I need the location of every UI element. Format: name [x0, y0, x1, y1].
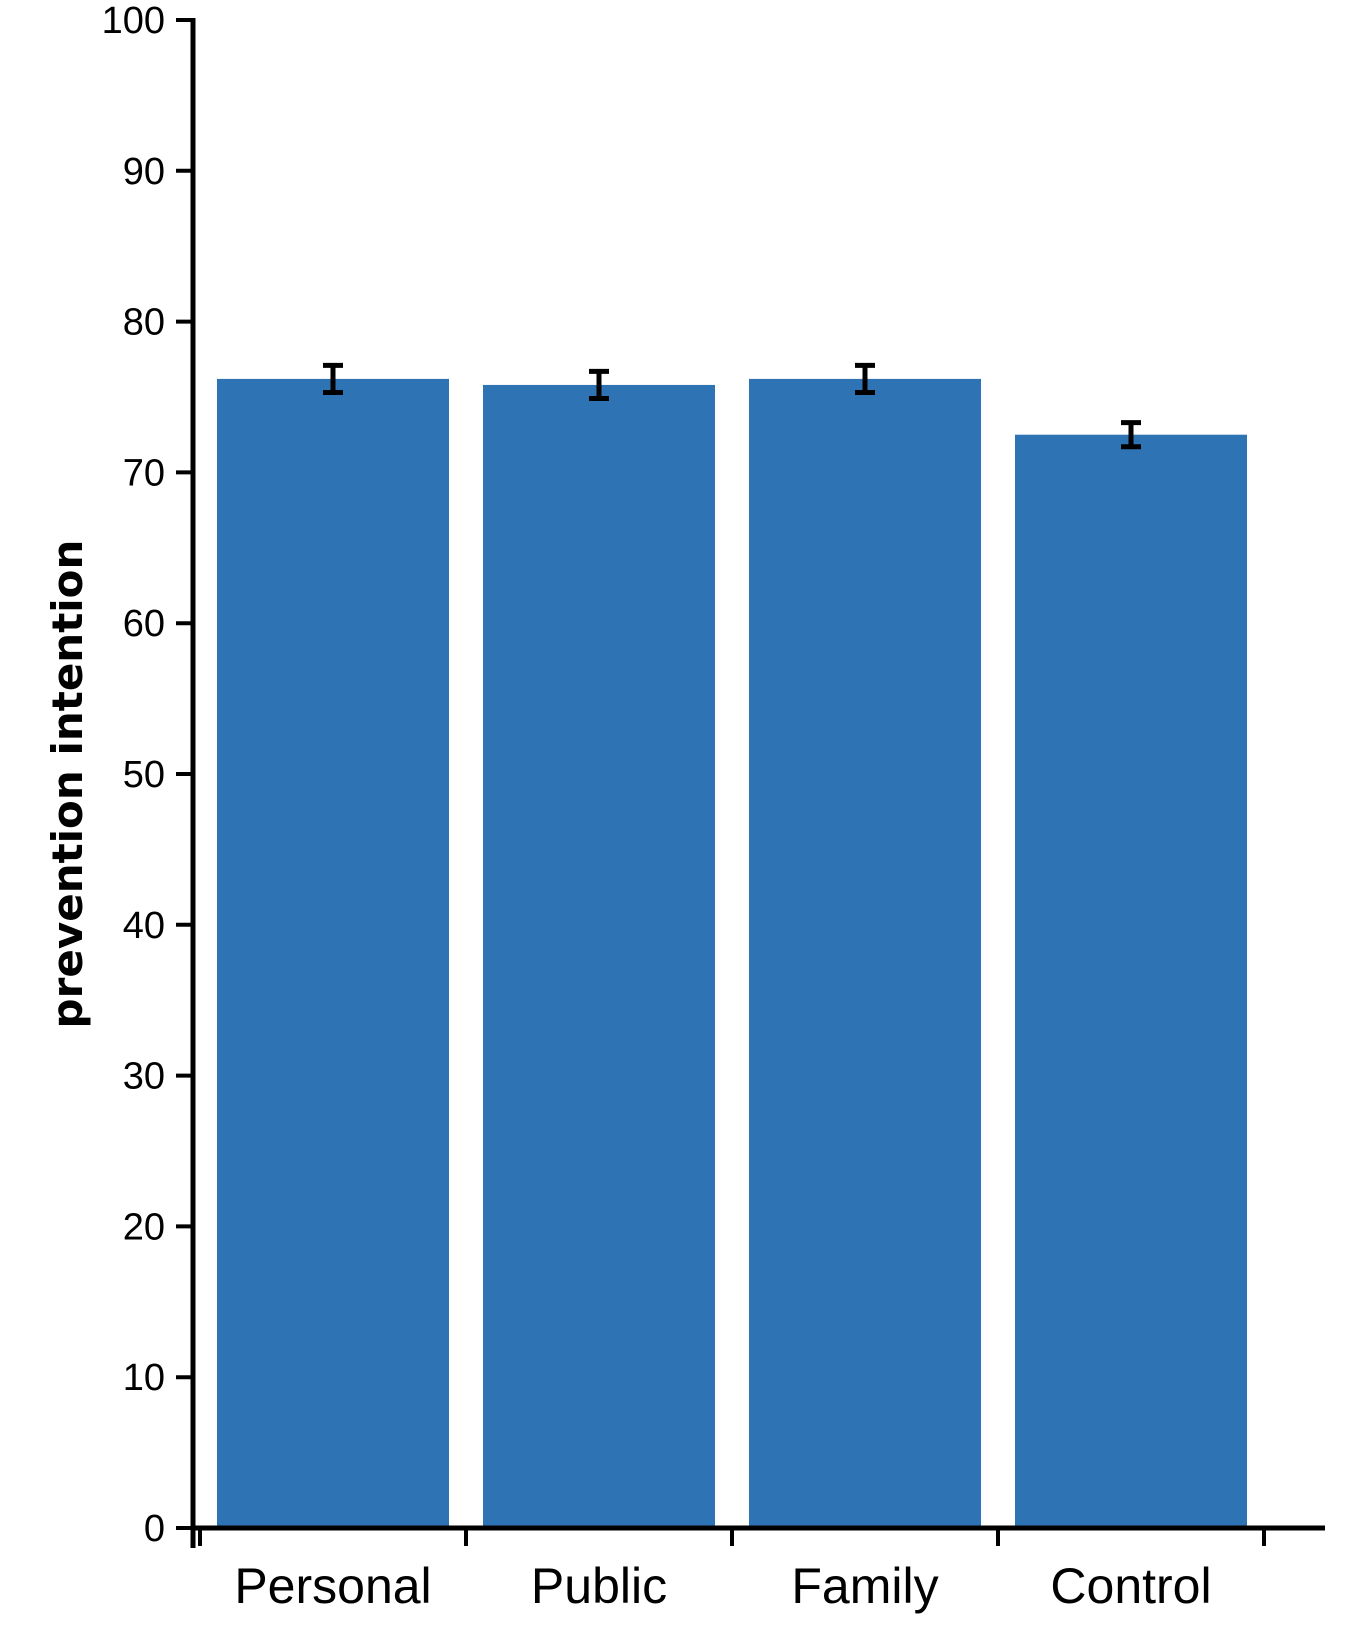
y-tick-label: 70 [123, 452, 165, 494]
y-tick-label: 60 [123, 603, 165, 645]
y-tick-label: 10 [123, 1357, 165, 1399]
category-label-public: Public [531, 1558, 667, 1614]
category-label-family: Family [791, 1558, 938, 1614]
category-label-personal: Personal [234, 1558, 431, 1614]
error-bars-group [323, 362, 1141, 450]
bar-control [1015, 434, 1247, 1529]
y-tick-label: 20 [123, 1206, 165, 1248]
error-bar-public [589, 368, 609, 402]
axes-group [190, 18, 1325, 1548]
x-ticks-group: Personal Public Family Control [198, 1528, 1266, 1614]
error-bar-control [1121, 420, 1141, 450]
error-bar-personal [323, 362, 343, 395]
y-tick-label: 100 [102, 0, 165, 42]
bars-group [217, 378, 1247, 1529]
bar-public [483, 384, 715, 1528]
y-tick-label: 90 [123, 151, 165, 193]
y-tick-label: 0 [144, 1508, 165, 1550]
y-tick-label: 40 [123, 905, 165, 947]
y-tick-label: 50 [123, 754, 165, 796]
y-tick-label: 30 [123, 1056, 165, 1098]
y-tick-label: 80 [123, 302, 165, 344]
category-label-control: Control [1050, 1558, 1211, 1614]
bar-personal [217, 378, 449, 1528]
y-ticks-group: 0 10 20 30 40 50 60 70 80 90 100 [102, 0, 193, 1550]
error-bar-family [855, 362, 875, 395]
y-axis-title: prevention intention [43, 540, 92, 1029]
bar-family [749, 378, 981, 1528]
